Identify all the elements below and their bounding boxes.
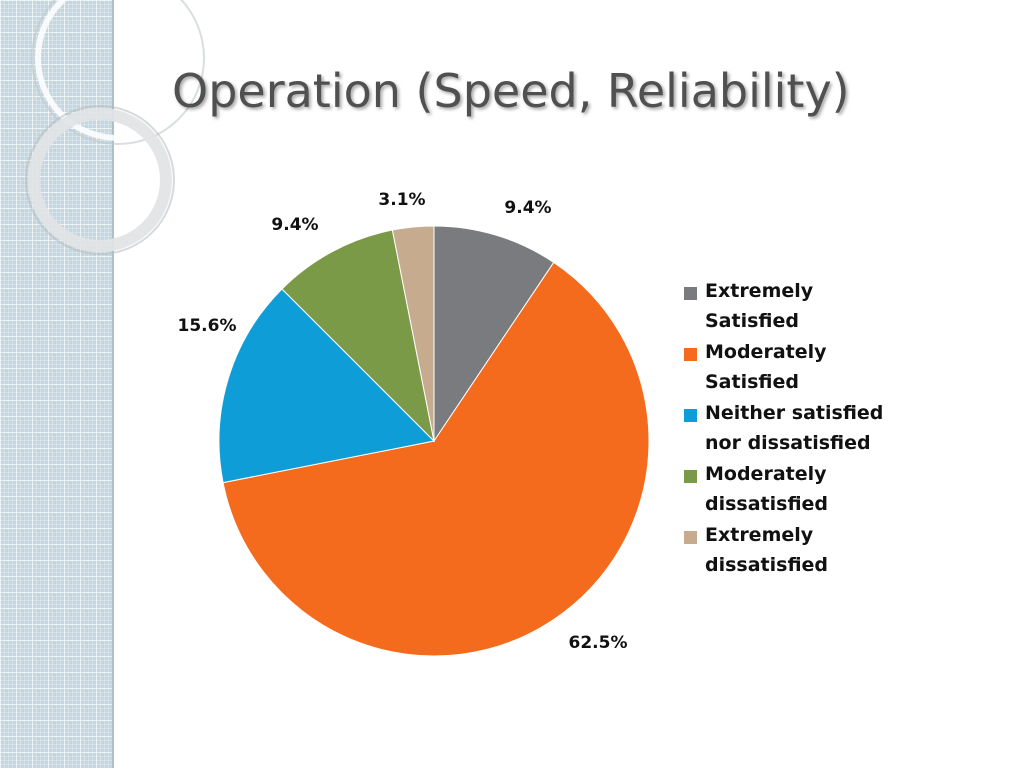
pie-data-label: 15.6% [178, 316, 237, 336]
chart-legend: Extremely Satisfied Moderately Satisfied N… [684, 280, 934, 587]
pie-slice-neither-satisfied-nor-dissatisfied [218, 288, 436, 484]
legend-label: Extremely Satisfied [705, 280, 814, 332]
pie-slice-extremely-satisfied [433, 225, 555, 443]
pie-data-label: 62.5% [569, 633, 628, 653]
pie-data-label: 9.4% [271, 215, 318, 235]
legend-swatch [684, 287, 697, 300]
pie-data-label: 9.4% [504, 198, 551, 218]
decorative-circles [25, 0, 205, 255]
legend-item: Moderately dissatisfied [684, 463, 934, 519]
pie-data-label: 3.1% [378, 190, 425, 210]
pie-slice-moderately-satisfied [222, 261, 650, 657]
legend-label: Extremely dissatisfied [705, 524, 829, 576]
legend-item: Neither satisfied nor dissatisfied [684, 402, 934, 458]
pie-slice-extremely-dissatisfied [391, 225, 435, 442]
legend-label: Moderately dissatisfied [705, 463, 829, 515]
strip-edge-divider [112, 0, 114, 768]
legend-item: Moderately Satisfied [684, 341, 934, 397]
legend-label: Neither satisfied nor dissatisfied [705, 402, 884, 454]
legend-item: Extremely dissatisfied [684, 524, 934, 580]
pie-data-labels: 9.4% 62.5% 15.6% 9.4% 3.1% [178, 190, 628, 653]
legend-label: Moderately Satisfied [705, 341, 827, 393]
legend-swatch [684, 470, 697, 483]
pie-slices [218, 225, 650, 657]
pie-slice-moderately-dissatisfied [281, 229, 435, 443]
legend-item: Extremely Satisfied [684, 280, 934, 336]
slide-title: Operation (Speed, Reliability) [172, 64, 850, 118]
legend-swatch [684, 531, 697, 544]
legend-swatch [684, 409, 697, 422]
legend-swatch [684, 348, 697, 361]
